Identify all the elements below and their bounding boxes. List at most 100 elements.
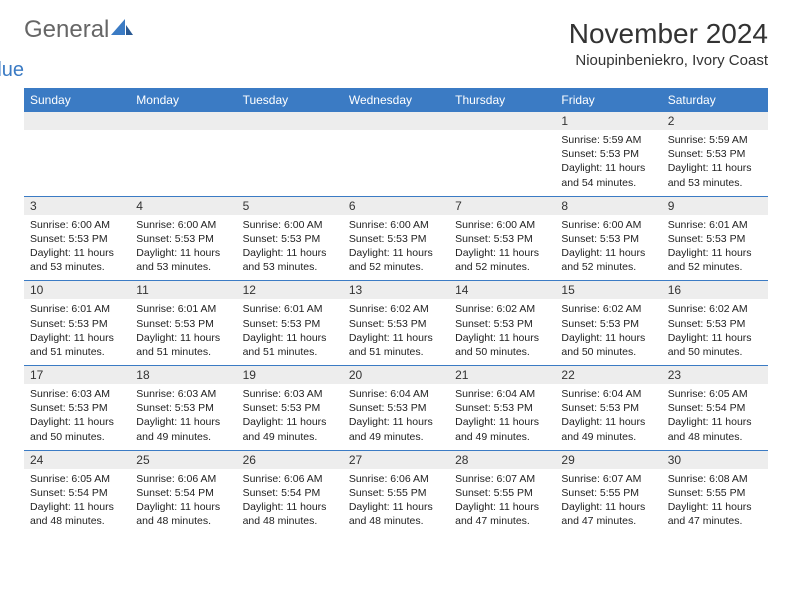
sunrise-line: Sunrise: 6:06 AM <box>136 472 230 486</box>
sunrise-line: Sunrise: 6:03 AM <box>30 387 124 401</box>
daylight-line: Daylight: 11 hours and 49 minutes. <box>455 415 549 443</box>
sunset-line: Sunset: 5:53 PM <box>243 401 337 415</box>
sunrise-line: Sunrise: 6:04 AM <box>349 387 443 401</box>
day-content-cell: Sunrise: 6:04 AMSunset: 5:53 PMDaylight:… <box>449 384 555 450</box>
sunset-line: Sunset: 5:53 PM <box>243 317 337 331</box>
day-content-row: Sunrise: 5:59 AMSunset: 5:53 PMDaylight:… <box>24 130 768 196</box>
day-number-row: 12 <box>24 112 768 131</box>
sunset-line: Sunset: 5:53 PM <box>561 147 655 161</box>
daylight-line: Daylight: 11 hours and 49 minutes. <box>349 415 443 443</box>
sunrise-line: Sunrise: 6:01 AM <box>30 302 124 316</box>
sunset-line: Sunset: 5:53 PM <box>243 232 337 246</box>
sunrise-line: Sunrise: 6:00 AM <box>30 218 124 232</box>
day-number-cell: 13 <box>343 281 449 300</box>
daylight-line: Daylight: 11 hours and 53 minutes. <box>668 161 762 189</box>
day-content-cell <box>237 130 343 196</box>
sunset-line: Sunset: 5:53 PM <box>455 232 549 246</box>
day-number-cell: 6 <box>343 196 449 215</box>
day-number-cell: 21 <box>449 366 555 385</box>
day-number-cell: 19 <box>237 366 343 385</box>
day-content-cell: Sunrise: 6:00 AMSunset: 5:53 PMDaylight:… <box>449 215 555 281</box>
daylight-line: Daylight: 11 hours and 52 minutes. <box>668 246 762 274</box>
sunset-line: Sunset: 5:54 PM <box>30 486 124 500</box>
location: Nioupinbeniekro, Ivory Coast <box>569 52 768 69</box>
daylight-line: Daylight: 11 hours and 51 minutes. <box>136 331 230 359</box>
brand-part1: General <box>24 16 109 43</box>
day-number-cell: 22 <box>555 366 661 385</box>
sunrise-line: Sunrise: 6:02 AM <box>668 302 762 316</box>
day-content-cell: Sunrise: 6:02 AMSunset: 5:53 PMDaylight:… <box>662 299 768 365</box>
day-number-cell: 26 <box>237 450 343 469</box>
daylight-line: Daylight: 11 hours and 50 minutes. <box>455 331 549 359</box>
daylight-line: Daylight: 11 hours and 48 minutes. <box>349 500 443 528</box>
weekday-header: Saturday <box>662 89 768 112</box>
day-content-row: Sunrise: 6:05 AMSunset: 5:54 PMDaylight:… <box>24 469 768 535</box>
sunset-line: Sunset: 5:53 PM <box>136 317 230 331</box>
sunrise-line: Sunrise: 6:01 AM <box>243 302 337 316</box>
day-number-cell: 23 <box>662 366 768 385</box>
day-number-cell: 15 <box>555 281 661 300</box>
day-number-cell: 10 <box>24 281 130 300</box>
day-content-cell: Sunrise: 6:00 AMSunset: 5:53 PMDaylight:… <box>24 215 130 281</box>
day-content-cell: Sunrise: 6:00 AMSunset: 5:53 PMDaylight:… <box>130 215 236 281</box>
day-number-cell <box>343 112 449 131</box>
sunset-line: Sunset: 5:53 PM <box>136 401 230 415</box>
day-number-row: 17181920212223 <box>24 366 768 385</box>
daylight-line: Daylight: 11 hours and 50 minutes. <box>30 415 124 443</box>
day-number-cell: 28 <box>449 450 555 469</box>
sunrise-line: Sunrise: 6:05 AM <box>30 472 124 486</box>
sunrise-line: Sunrise: 6:02 AM <box>349 302 443 316</box>
sunset-line: Sunset: 5:53 PM <box>561 232 655 246</box>
day-content-cell: Sunrise: 6:01 AMSunset: 5:53 PMDaylight:… <box>237 299 343 365</box>
daylight-line: Daylight: 11 hours and 51 minutes. <box>30 331 124 359</box>
day-content-cell: Sunrise: 6:06 AMSunset: 5:54 PMDaylight:… <box>130 469 236 535</box>
sunset-line: Sunset: 5:53 PM <box>668 147 762 161</box>
day-content-cell: Sunrise: 6:05 AMSunset: 5:54 PMDaylight:… <box>662 384 768 450</box>
day-number-cell: 5 <box>237 196 343 215</box>
day-content-cell: Sunrise: 6:07 AMSunset: 5:55 PMDaylight:… <box>449 469 555 535</box>
sunrise-line: Sunrise: 5:59 AM <box>561 133 655 147</box>
day-number-cell: 3 <box>24 196 130 215</box>
sunset-line: Sunset: 5:53 PM <box>455 401 549 415</box>
sunset-line: Sunset: 5:53 PM <box>668 232 762 246</box>
day-number-cell: 12 <box>237 281 343 300</box>
day-number-cell: 9 <box>662 196 768 215</box>
day-content-cell: Sunrise: 6:06 AMSunset: 5:54 PMDaylight:… <box>237 469 343 535</box>
sunrise-line: Sunrise: 6:00 AM <box>455 218 549 232</box>
daylight-line: Daylight: 11 hours and 48 minutes. <box>30 500 124 528</box>
weekday-header: Wednesday <box>343 89 449 112</box>
day-content-cell: Sunrise: 6:01 AMSunset: 5:53 PMDaylight:… <box>130 299 236 365</box>
day-content-cell <box>449 130 555 196</box>
month-title: November 2024 <box>569 18 768 50</box>
daylight-line: Daylight: 11 hours and 53 minutes. <box>136 246 230 274</box>
day-number-cell: 7 <box>449 196 555 215</box>
header: General Blue November 2024 Nioupinbeniek… <box>24 18 768 80</box>
sunrise-line: Sunrise: 6:02 AM <box>455 302 549 316</box>
day-content-cell: Sunrise: 6:02 AMSunset: 5:53 PMDaylight:… <box>343 299 449 365</box>
day-number-cell: 4 <box>130 196 236 215</box>
sunset-line: Sunset: 5:53 PM <box>30 232 124 246</box>
day-number-cell: 20 <box>343 366 449 385</box>
sunrise-line: Sunrise: 6:07 AM <box>561 472 655 486</box>
daylight-line: Daylight: 11 hours and 49 minutes. <box>243 415 337 443</box>
sunset-line: Sunset: 5:53 PM <box>136 232 230 246</box>
day-number-cell: 2 <box>662 112 768 131</box>
title-block: November 2024 Nioupinbeniekro, Ivory Coa… <box>569 18 768 69</box>
sunset-line: Sunset: 5:53 PM <box>668 317 762 331</box>
day-content-row: Sunrise: 6:01 AMSunset: 5:53 PMDaylight:… <box>24 299 768 365</box>
day-content-cell: Sunrise: 6:08 AMSunset: 5:55 PMDaylight:… <box>662 469 768 535</box>
sunset-line: Sunset: 5:54 PM <box>136 486 230 500</box>
day-number-row: 3456789 <box>24 196 768 215</box>
sunset-line: Sunset: 5:53 PM <box>561 401 655 415</box>
weekday-header-row: SundayMondayTuesdayWednesdayThursdayFrid… <box>24 89 768 112</box>
day-number-cell: 24 <box>24 450 130 469</box>
sunset-line: Sunset: 5:54 PM <box>668 401 762 415</box>
sail-icon <box>111 18 133 42</box>
sunset-line: Sunset: 5:53 PM <box>349 317 443 331</box>
day-number-cell: 8 <box>555 196 661 215</box>
day-content-cell: Sunrise: 6:03 AMSunset: 5:53 PMDaylight:… <box>237 384 343 450</box>
day-number-cell: 11 <box>130 281 236 300</box>
daylight-line: Daylight: 11 hours and 48 minutes. <box>668 415 762 443</box>
daylight-line: Daylight: 11 hours and 52 minutes. <box>455 246 549 274</box>
day-content-cell: Sunrise: 5:59 AMSunset: 5:53 PMDaylight:… <box>662 130 768 196</box>
